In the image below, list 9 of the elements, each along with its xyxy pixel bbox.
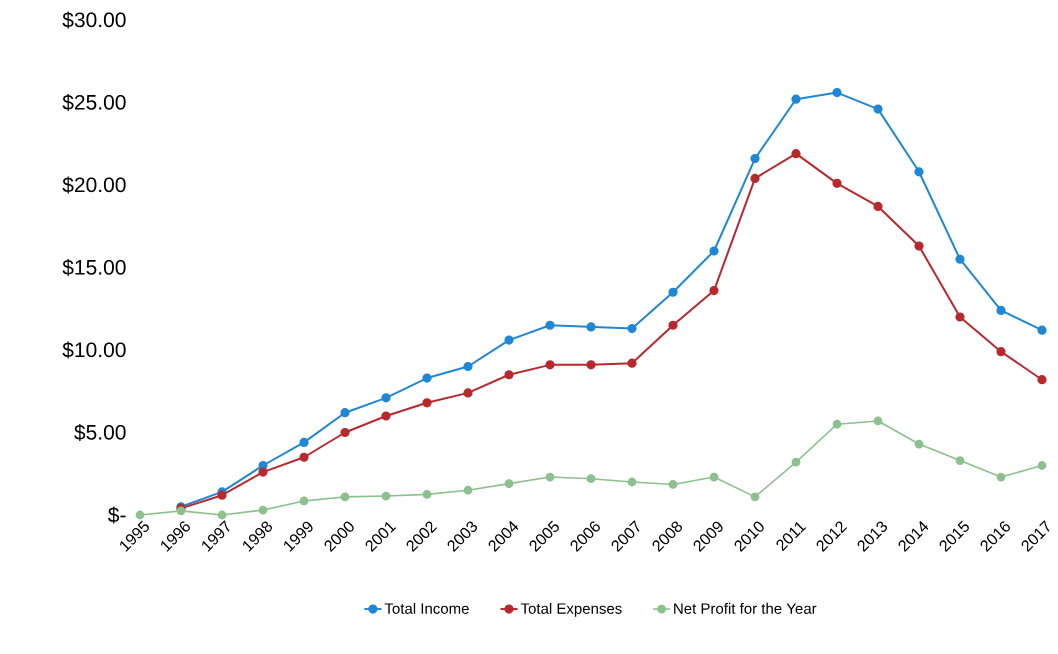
y-tick-label: $25.00 — [62, 94, 126, 111]
y-tick-label: $30.00 — [62, 11, 126, 29]
y-tick-label: $20.00 — [62, 176, 126, 194]
legend-label: Total Income — [384, 602, 469, 614]
legend-label: Net Profit for the Year — [674, 602, 817, 614]
y-tick-label: $5.00 — [74, 424, 126, 441]
y-tick-label: $10.00 — [62, 341, 126, 359]
y-tick-label: $15.00 — [62, 259, 126, 276]
legend-label: Total Expenses — [520, 602, 622, 617]
